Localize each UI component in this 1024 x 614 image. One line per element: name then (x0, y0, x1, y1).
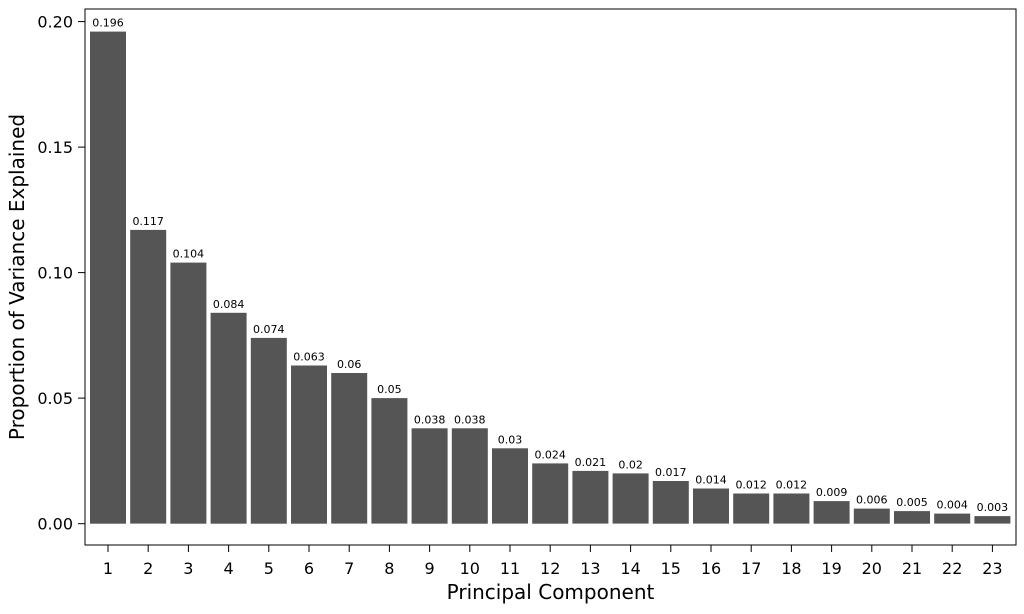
bar-7 (331, 373, 368, 524)
bar-1 (90, 31, 126, 524)
x-tick-label: 7 (344, 559, 354, 578)
bar-11 (492, 448, 528, 524)
x-tick-label: 13 (580, 559, 600, 578)
bar-9 (411, 428, 448, 524)
data-label-3: 0.104 (173, 248, 205, 261)
y-tick-label: 0.15 (37, 138, 73, 157)
x-tick-label: 1 (103, 559, 113, 578)
bar-15 (652, 481, 689, 524)
bar-5 (250, 337, 287, 524)
bar-16 (693, 488, 729, 524)
x-tick-label: 2 (143, 559, 153, 578)
x-tick-label: 12 (540, 559, 560, 578)
bar-3 (170, 262, 207, 524)
x-tick-label: 15 (661, 559, 681, 578)
y-tick-label: 0.05 (37, 389, 73, 408)
bar-12 (532, 463, 569, 524)
x-tick-label: 23 (982, 559, 1002, 578)
y-tick-label: 0.20 (37, 13, 73, 32)
x-tick-label: 19 (821, 559, 841, 578)
bar-10 (451, 428, 488, 524)
x-tick-label: 14 (620, 559, 640, 578)
x-tick-label: 4 (224, 559, 234, 578)
bars-group (90, 31, 1011, 524)
data-label-22: 0.004 (936, 499, 968, 512)
data-labels-group: 0.196 0.117 0.104 0.084 0.074 0.063 0.06 0.05 0.… (92, 17, 1008, 514)
bar-14 (612, 473, 649, 524)
data-label-21: 0.005 (896, 496, 928, 509)
x-tick-label: 22 (942, 559, 962, 578)
bar-22 (934, 513, 971, 524)
x-tick-label: 18 (781, 559, 801, 578)
bar-23 (974, 516, 1011, 524)
bar-13 (572, 470, 609, 524)
x-tick-label: 6 (304, 559, 314, 578)
data-label-1: 0.196 (92, 17, 124, 30)
x-axis-title: Principal Component (447, 580, 655, 604)
data-label-13: 0.021 (575, 456, 607, 469)
bar-8 (371, 398, 408, 524)
data-label-16: 0.014 (695, 474, 727, 487)
x-tick-label: 17 (741, 559, 761, 578)
data-label-18: 0.012 (776, 479, 808, 492)
data-label-20: 0.006 (856, 494, 888, 507)
data-label-19: 0.009 (816, 486, 848, 499)
data-label-23: 0.003 (977, 501, 1009, 514)
bar-19 (813, 501, 850, 524)
bar-20 (853, 508, 890, 524)
y-tick-label: 0.00 (37, 515, 73, 534)
data-label-7: 0.06 (337, 358, 362, 371)
data-label-5: 0.074 (253, 323, 285, 336)
y-tick-label: 0.10 (37, 264, 73, 283)
y-axis-title: Proportion of Variance Explained (5, 114, 29, 440)
x-tick-label: 9 (425, 559, 435, 578)
data-label-8: 0.05 (377, 383, 402, 396)
data-label-11: 0.03 (498, 433, 523, 446)
data-label-4: 0.084 (213, 298, 245, 311)
x-tick-label: 10 (460, 559, 480, 578)
data-label-9: 0.038 (414, 413, 446, 426)
x-axis: 1 2 3 4 5 6 7 8 9 10 11 12 13 14 15 16 17 18 19 20 21 22 23 (103, 545, 1003, 578)
bar-21 (894, 511, 930, 524)
bar-17 (733, 493, 770, 524)
x-tick-label: 5 (264, 559, 274, 578)
bar-2 (130, 229, 167, 524)
bar-4 (210, 312, 247, 524)
data-label-2: 0.117 (132, 215, 164, 228)
x-tick-label: 20 (862, 559, 882, 578)
data-label-14: 0.02 (618, 458, 643, 471)
data-label-6: 0.063 (293, 351, 325, 364)
x-tick-label: 11 (500, 559, 520, 578)
x-tick-label: 16 (701, 559, 721, 578)
x-tick-label: 3 (183, 559, 193, 578)
data-label-12: 0.024 (534, 448, 566, 461)
data-label-10: 0.038 (454, 413, 486, 426)
bar-6 (291, 365, 327, 524)
x-tick-label: 21 (902, 559, 922, 578)
bar-18 (773, 493, 810, 524)
data-label-17: 0.012 (735, 479, 767, 492)
x-tick-label: 8 (384, 559, 394, 578)
y-axis: 0.00 0.05 0.10 0.15 0.20 (37, 13, 85, 534)
data-label-15: 0.017 (655, 466, 687, 479)
